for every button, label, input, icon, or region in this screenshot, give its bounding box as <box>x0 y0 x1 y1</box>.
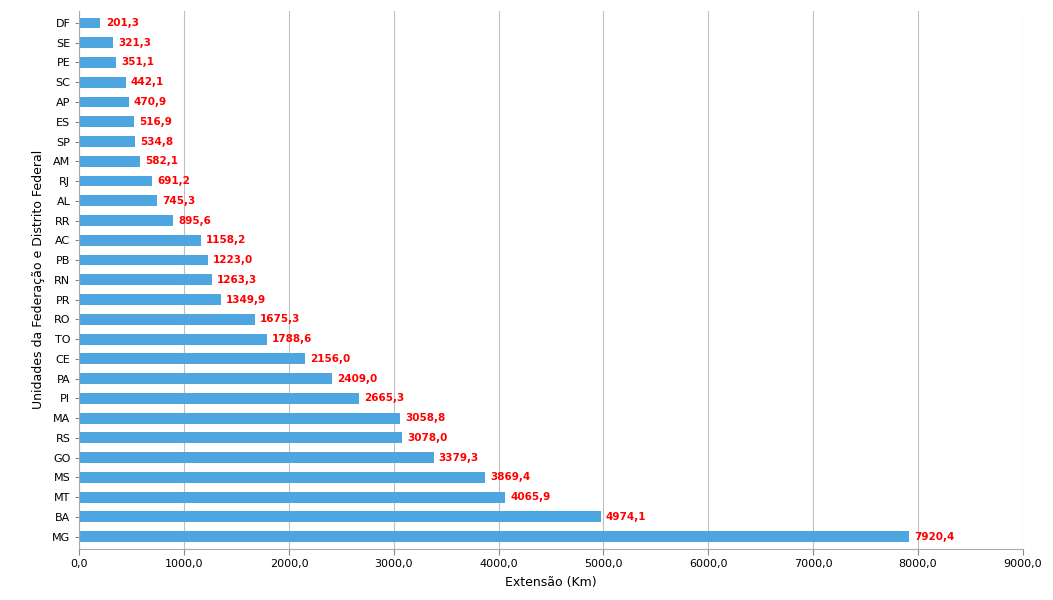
Text: 3078,0: 3078,0 <box>408 433 448 443</box>
Bar <box>79 196 158 206</box>
Y-axis label: Unidades da Federação e Distrito Federal: Unidades da Federação e Distrito Federal <box>33 150 45 409</box>
Bar <box>79 136 136 147</box>
Bar <box>79 511 600 523</box>
Bar <box>79 433 402 443</box>
Bar <box>79 17 100 28</box>
Bar <box>79 393 359 404</box>
Text: 3379,3: 3379,3 <box>439 452 479 463</box>
Bar <box>79 353 305 364</box>
Bar <box>79 413 400 424</box>
Text: 1788,6: 1788,6 <box>272 334 313 344</box>
Text: 4974,1: 4974,1 <box>605 512 647 522</box>
Bar <box>79 215 174 226</box>
Bar <box>79 294 221 305</box>
Text: 1158,2: 1158,2 <box>206 235 246 245</box>
Bar <box>79 274 212 285</box>
Bar <box>79 116 134 127</box>
Text: 1675,3: 1675,3 <box>260 314 300 325</box>
Text: 4065,9: 4065,9 <box>511 492 551 502</box>
Text: 470,9: 470,9 <box>134 97 167 107</box>
Text: 1263,3: 1263,3 <box>217 275 257 285</box>
Text: 2156,0: 2156,0 <box>311 354 351 364</box>
Bar <box>79 156 140 167</box>
Text: 3058,8: 3058,8 <box>405 413 445 423</box>
Text: 201,3: 201,3 <box>105 18 139 28</box>
Bar <box>79 334 266 344</box>
Text: 534,8: 534,8 <box>141 137 174 146</box>
Text: 582,1: 582,1 <box>145 156 179 166</box>
Bar <box>79 97 128 107</box>
Bar <box>79 492 505 503</box>
Bar <box>79 373 332 384</box>
Bar <box>79 472 484 483</box>
Text: 351,1: 351,1 <box>121 58 155 67</box>
Bar <box>79 314 255 325</box>
Text: 691,2: 691,2 <box>157 176 190 186</box>
Bar <box>79 452 434 463</box>
Text: 516,9: 516,9 <box>139 117 172 127</box>
Text: 1349,9: 1349,9 <box>226 295 266 305</box>
Bar <box>79 235 201 246</box>
Text: 7920,4: 7920,4 <box>915 532 955 542</box>
Text: 895,6: 895,6 <box>179 215 212 226</box>
Text: 2409,0: 2409,0 <box>337 374 377 383</box>
Bar <box>79 176 152 187</box>
Bar <box>79 254 207 265</box>
Bar <box>79 77 125 88</box>
X-axis label: Extensão (Km): Extensão (Km) <box>505 576 597 589</box>
Bar <box>79 57 116 68</box>
Text: 745,3: 745,3 <box>163 196 196 206</box>
Text: 2665,3: 2665,3 <box>364 394 404 403</box>
Text: 1223,0: 1223,0 <box>213 255 253 265</box>
Bar <box>79 37 113 48</box>
Text: 442,1: 442,1 <box>131 77 164 87</box>
Text: 321,3: 321,3 <box>118 38 152 48</box>
Bar <box>79 531 910 542</box>
Text: 3869,4: 3869,4 <box>490 472 531 482</box>
